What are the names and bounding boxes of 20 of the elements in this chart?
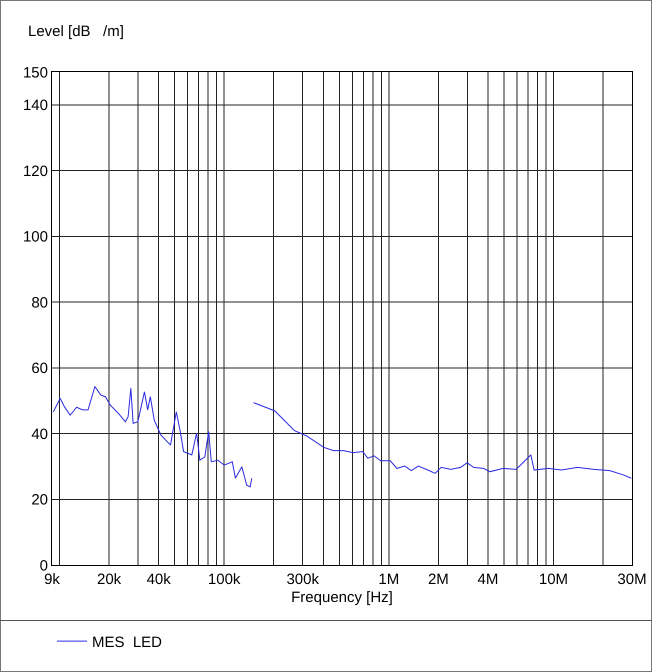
x-tick-label: 300k bbox=[286, 571, 320, 588]
y-tick-label: 40 bbox=[31, 426, 48, 443]
y-tick-label: 140 bbox=[22, 97, 48, 114]
x-tick-label: 10M bbox=[538, 571, 568, 588]
x-tick-label: 100k bbox=[208, 571, 241, 588]
x-tick-label: 40k bbox=[146, 571, 172, 588]
y-tick-label: 120 bbox=[22, 162, 48, 180]
y-tick-label: 100 bbox=[22, 228, 48, 246]
x-tick-label: 1M bbox=[378, 571, 400, 588]
y-axis-title: Level [dB /m] bbox=[28, 23, 124, 40]
y-tick-label: 150 bbox=[22, 64, 48, 82]
x-axis-title: Frequency [Hz] bbox=[291, 589, 393, 606]
y-tick-label: 80 bbox=[31, 294, 48, 312]
x-tick-label: 2M bbox=[428, 571, 449, 588]
x-tick-label: 4M bbox=[478, 571, 498, 588]
legend-label: MES LED bbox=[92, 634, 162, 652]
x-tick-label: 20k bbox=[96, 571, 122, 588]
y-tick-label: 20 bbox=[31, 492, 48, 509]
x-tick-label: 30M bbox=[617, 571, 647, 588]
y-tick-label: 60 bbox=[31, 360, 48, 378]
